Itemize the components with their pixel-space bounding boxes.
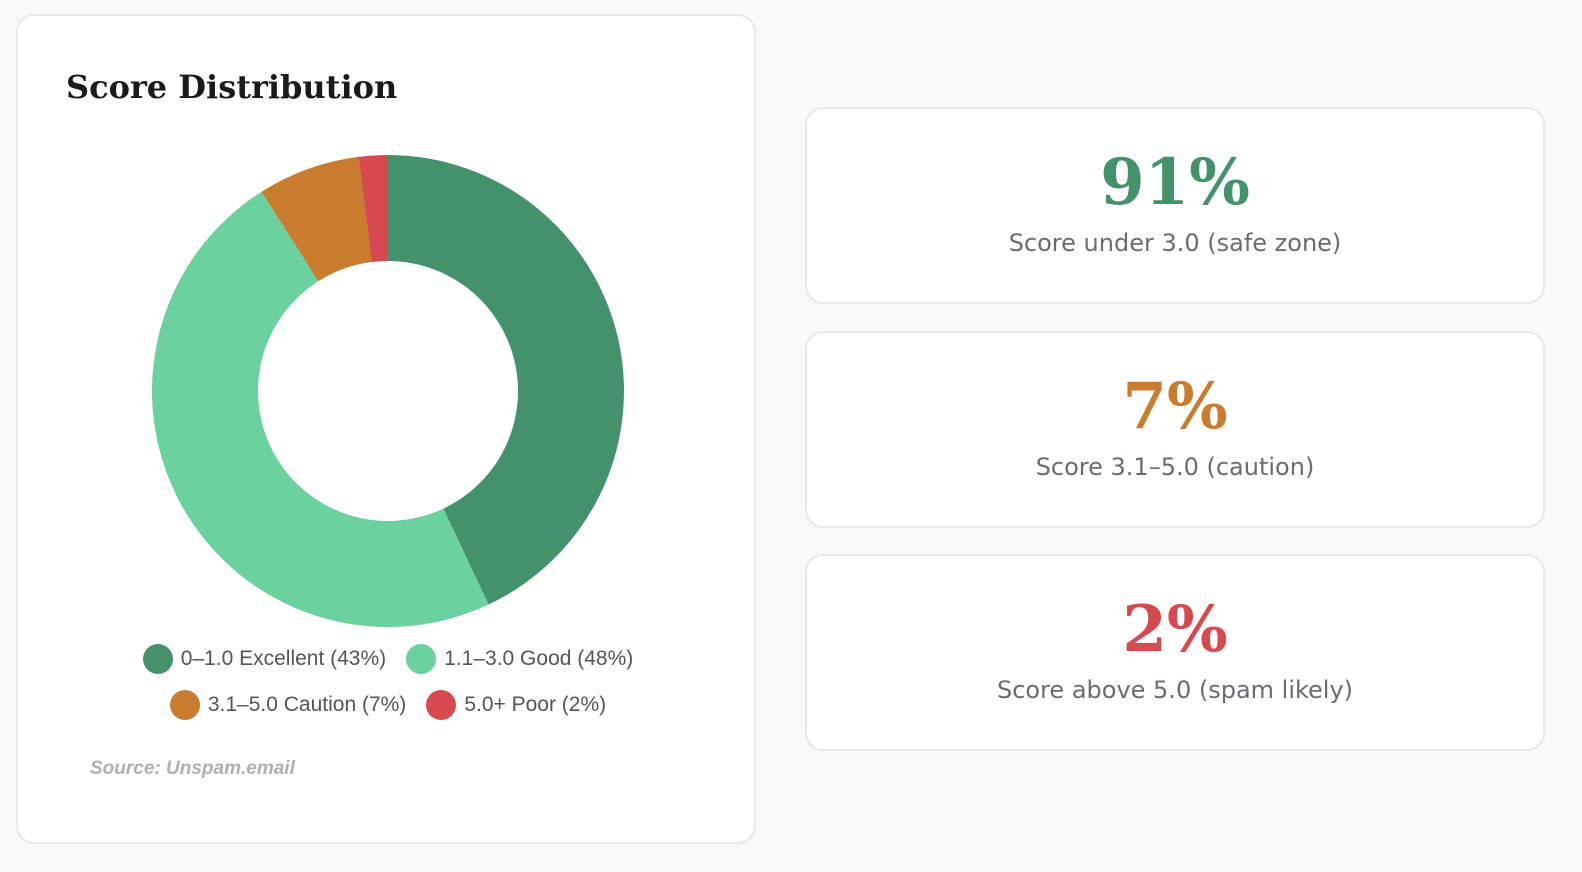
legend-label: 0–1.0 Excellent (43%) [180,647,387,670]
legend-swatch [169,690,200,720]
donut-chart [151,155,624,628]
legend-item: 1.1–3.0 Good (48%) [406,644,633,674]
legend-label: 5.0+ Poor (2%) [464,693,607,716]
legend-swatch [426,690,457,720]
stat-label: Score under 3.0 (safe zone) [1008,229,1342,257]
donut-segment [151,191,489,628]
stat-card: 2% Score above 5.0 (spam likely) [805,554,1545,751]
legend-item: 3.1–5.0 Caution (7%) [169,690,407,720]
chart-title: Score Distribution [66,68,398,106]
legend: 0–1.0 Excellent (43%) 1.1–3.0 Good (48%) 3… [126,644,650,720]
donut-segment [261,156,372,282]
stat-value: 7% [1122,369,1228,444]
legend-item: 0–1.0 Excellent (43%) [142,644,387,674]
legend-swatch [142,644,173,674]
legend-item: 5.0+ Poor (2%) [426,690,606,720]
donut-segment [388,155,624,605]
stat-label: Score 3.1–5.0 (caution) [1035,453,1315,481]
chart-card: Score Distribution 0–1.0 Excellent (43%)… [16,14,756,844]
legend-label: 3.1–5.0 Caution (7%) [207,693,407,716]
stat-card: 7% Score 3.1–5.0 (caution) [805,331,1545,528]
legend-label: 1.1–3.0 Good (48%) [444,647,634,670]
legend-swatch [406,644,437,674]
stat-card: 91% Score under 3.0 (safe zone) [805,107,1545,304]
stat-value: 91% [1100,145,1250,220]
source: Source: Unspam.email [90,758,295,779]
donut-segment [358,155,388,263]
stat-label: Score above 5.0 (spam likely) [996,676,1354,704]
stat-value: 2% [1122,592,1228,667]
